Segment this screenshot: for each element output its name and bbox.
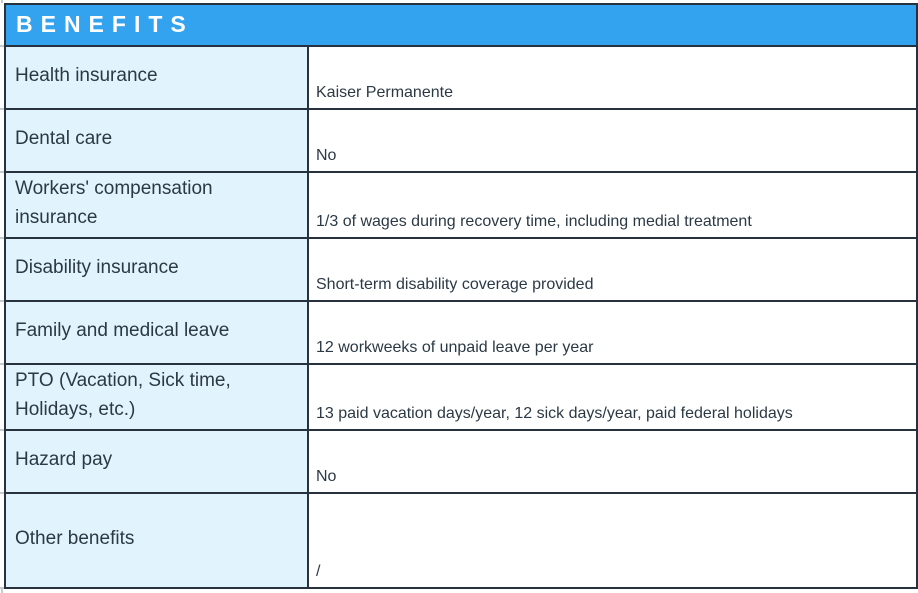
benefit-label-cell[interactable]: Hazard pay [4,428,309,494]
benefit-label-cell[interactable]: Family and medical leave [4,299,309,365]
table-row: Hazard pay No [4,428,918,494]
table-row: Health insurance Kaiser Permanente [4,45,918,110]
benefit-label-cell[interactable]: Disability insurance [4,236,309,302]
benefit-value-cell[interactable]: No [306,428,918,494]
benefit-value-cell[interactable]: Short-term disability coverage provided [306,236,918,302]
benefit-label-cell[interactable]: Dental care [4,108,309,173]
benefit-value-cell[interactable]: 12 workweeks of unpaid leave per year [306,299,918,365]
benefit-label-cell[interactable]: Health insurance [4,45,309,110]
gridline-tick [1,588,3,593]
gridline-tick [0,237,4,239]
benefit-label-cell[interactable]: Other benefits [4,491,309,589]
gridline-tick [0,171,4,173]
benefits-table: BENEFITS Health insurance Kaiser Permane… [3,3,918,589]
benefit-label-cell[interactable]: PTO (Vacation, Sick time, Holidays, etc.… [4,362,309,431]
gridline-tick [0,492,4,494]
gridline-tick [0,587,4,589]
gridline-tick [0,45,4,47]
table-row: Family and medical leave 12 workweeks of… [4,299,918,365]
table-row: Other benefits / [4,491,918,589]
benefit-label-cell[interactable]: Workers' compensation insurance [4,171,309,239]
table-row: Workers' compensation insurance 1/3 of w… [4,171,918,239]
table-row: PTO (Vacation, Sick time, Holidays, etc.… [4,362,918,431]
table-row: Dental care No [4,108,918,173]
gridline-tick [0,429,4,431]
gridline-tick [0,108,4,110]
benefit-value-cell[interactable]: 13 paid vacation days/year, 12 sick days… [306,362,918,431]
benefit-value-cell[interactable]: 1/3 of wages during recovery time, inclu… [306,171,918,239]
gridline-tick [0,300,4,302]
table-header-row: BENEFITS [3,3,918,47]
gridline-tick [1,0,3,3]
benefit-value-cell[interactable]: Kaiser Permanente [306,45,918,110]
table-row: Disability insurance Short-term disabili… [4,236,918,302]
sheet-left-gutter [0,0,4,593]
benefit-value-cell[interactable]: No [306,108,918,173]
gridline-tick [0,363,4,365]
benefit-value-cell[interactable]: / [306,491,918,589]
benefits-title-cell[interactable]: BENEFITS [3,3,918,47]
benefits-table-body: Health insurance Kaiser Permanente Denta… [4,45,918,589]
